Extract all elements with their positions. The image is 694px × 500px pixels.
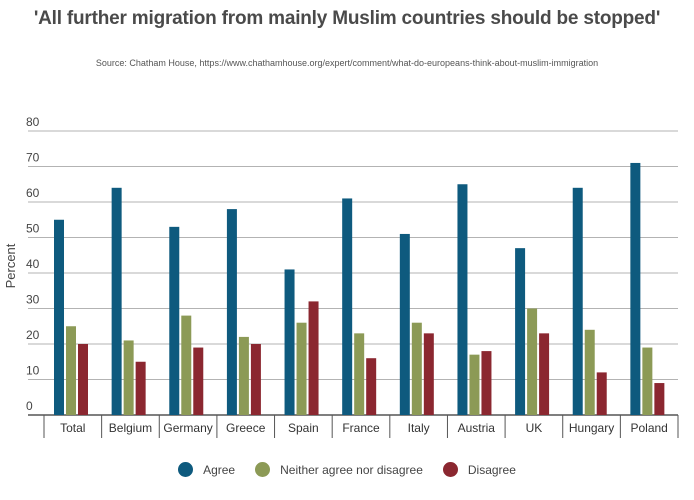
y-tick-label: 70 <box>26 151 40 165</box>
bar-neither-agree-nor-disagree-italy <box>411 322 422 415</box>
bar-disagree-total <box>78 344 88 415</box>
x-tick-label: Germany <box>163 421 212 435</box>
legend-label-agree: Agree <box>203 462 236 477</box>
legend-swatch-neither <box>255 462 271 477</box>
x-tick-label: Total <box>60 421 85 435</box>
bar-disagree-uk <box>539 333 550 415</box>
bar-neither-agree-nor-disagree-uk <box>527 308 538 415</box>
legend-label-disagree: Disagree <box>467 462 516 477</box>
chart-title: 'All further migration from mainly Musli… <box>33 8 661 29</box>
chart-source: Source: Chatham House, https://www.chath… <box>95 58 599 68</box>
x-tick-label: Hungary <box>569 421 614 435</box>
bar-agree-germany <box>169 226 180 415</box>
bar-agree-uk <box>515 248 526 415</box>
y-tick-label: 40 <box>26 257 40 271</box>
bar-agree-france <box>342 198 353 415</box>
bar-disagree-hungary <box>596 372 607 415</box>
bar-agree-total <box>54 219 64 415</box>
legend-swatch-disagree <box>442 462 458 477</box>
bar-disagree-austria <box>481 351 492 415</box>
x-tick-label: Spain <box>288 421 319 435</box>
bar-neither-agree-nor-disagree-greece <box>238 336 249 415</box>
x-tick-label: Greece <box>226 421 266 435</box>
bar-neither-agree-nor-disagree-spain <box>296 322 307 415</box>
bar-agree-italy <box>399 233 410 415</box>
y-tick-label: 0 <box>26 399 33 413</box>
legend-item-neither[interactable]: Neither agree nor disagree <box>255 462 423 477</box>
bar-agree-greece <box>226 209 237 415</box>
y-tick-label: 30 <box>26 293 40 307</box>
bar-chart: 0 10 20 30 40 50 60 70 80 Percent Total Belgium Germ… <box>3 115 679 438</box>
bar-neither-agree-nor-disagree-belgium <box>123 340 134 415</box>
legend-item-disagree[interactable]: Disagree <box>442 462 516 477</box>
bar-disagree-italy <box>423 333 434 415</box>
x-tick-label: Austria <box>458 421 496 435</box>
bar-disagree-france <box>366 358 377 415</box>
bar-disagree-belgium <box>135 361 146 415</box>
bar-agree-belgium <box>111 187 122 415</box>
bar-agree-hungary <box>572 187 583 415</box>
legend-item-agree[interactable]: Agree <box>178 462 235 477</box>
bar-neither-agree-nor-disagree-total <box>66 326 76 415</box>
bar-agree-austria <box>457 184 468 415</box>
y-tick-label: 80 <box>26 115 40 129</box>
x-tick-label: Poland <box>630 421 667 435</box>
bar-agree-poland <box>630 162 641 415</box>
bar-neither-agree-nor-disagree-hungary <box>584 329 595 415</box>
y-axis-title: Percent <box>3 243 18 288</box>
bar-neither-agree-nor-disagree-austria <box>469 354 480 415</box>
x-tick-label: France <box>342 421 380 435</box>
bar-agree-spain <box>284 269 295 415</box>
bar-neither-agree-nor-disagree-germany <box>181 315 192 415</box>
y-tick-label: 50 <box>26 222 40 236</box>
legend-swatch-agree <box>178 462 194 477</box>
bar-disagree-poland <box>654 383 665 415</box>
x-tick-label: UK <box>526 421 543 435</box>
bar-neither-agree-nor-disagree-poland <box>642 347 653 415</box>
bar-disagree-greece <box>250 344 261 415</box>
x-tick-label: Belgium <box>109 421 152 435</box>
y-tick-label: 20 <box>26 328 40 342</box>
bar-disagree-germany <box>193 347 204 415</box>
legend-label-neither: Neither agree nor disagree <box>280 462 423 477</box>
legend: Agree Neither agree nor disagree Disagre… <box>0 462 694 477</box>
bar-neither-agree-nor-disagree-france <box>354 333 365 415</box>
bar-disagree-spain <box>308 301 319 415</box>
x-tick-label: Italy <box>408 421 430 435</box>
y-tick-label: 60 <box>26 186 40 200</box>
y-tick-label: 10 <box>26 364 40 378</box>
